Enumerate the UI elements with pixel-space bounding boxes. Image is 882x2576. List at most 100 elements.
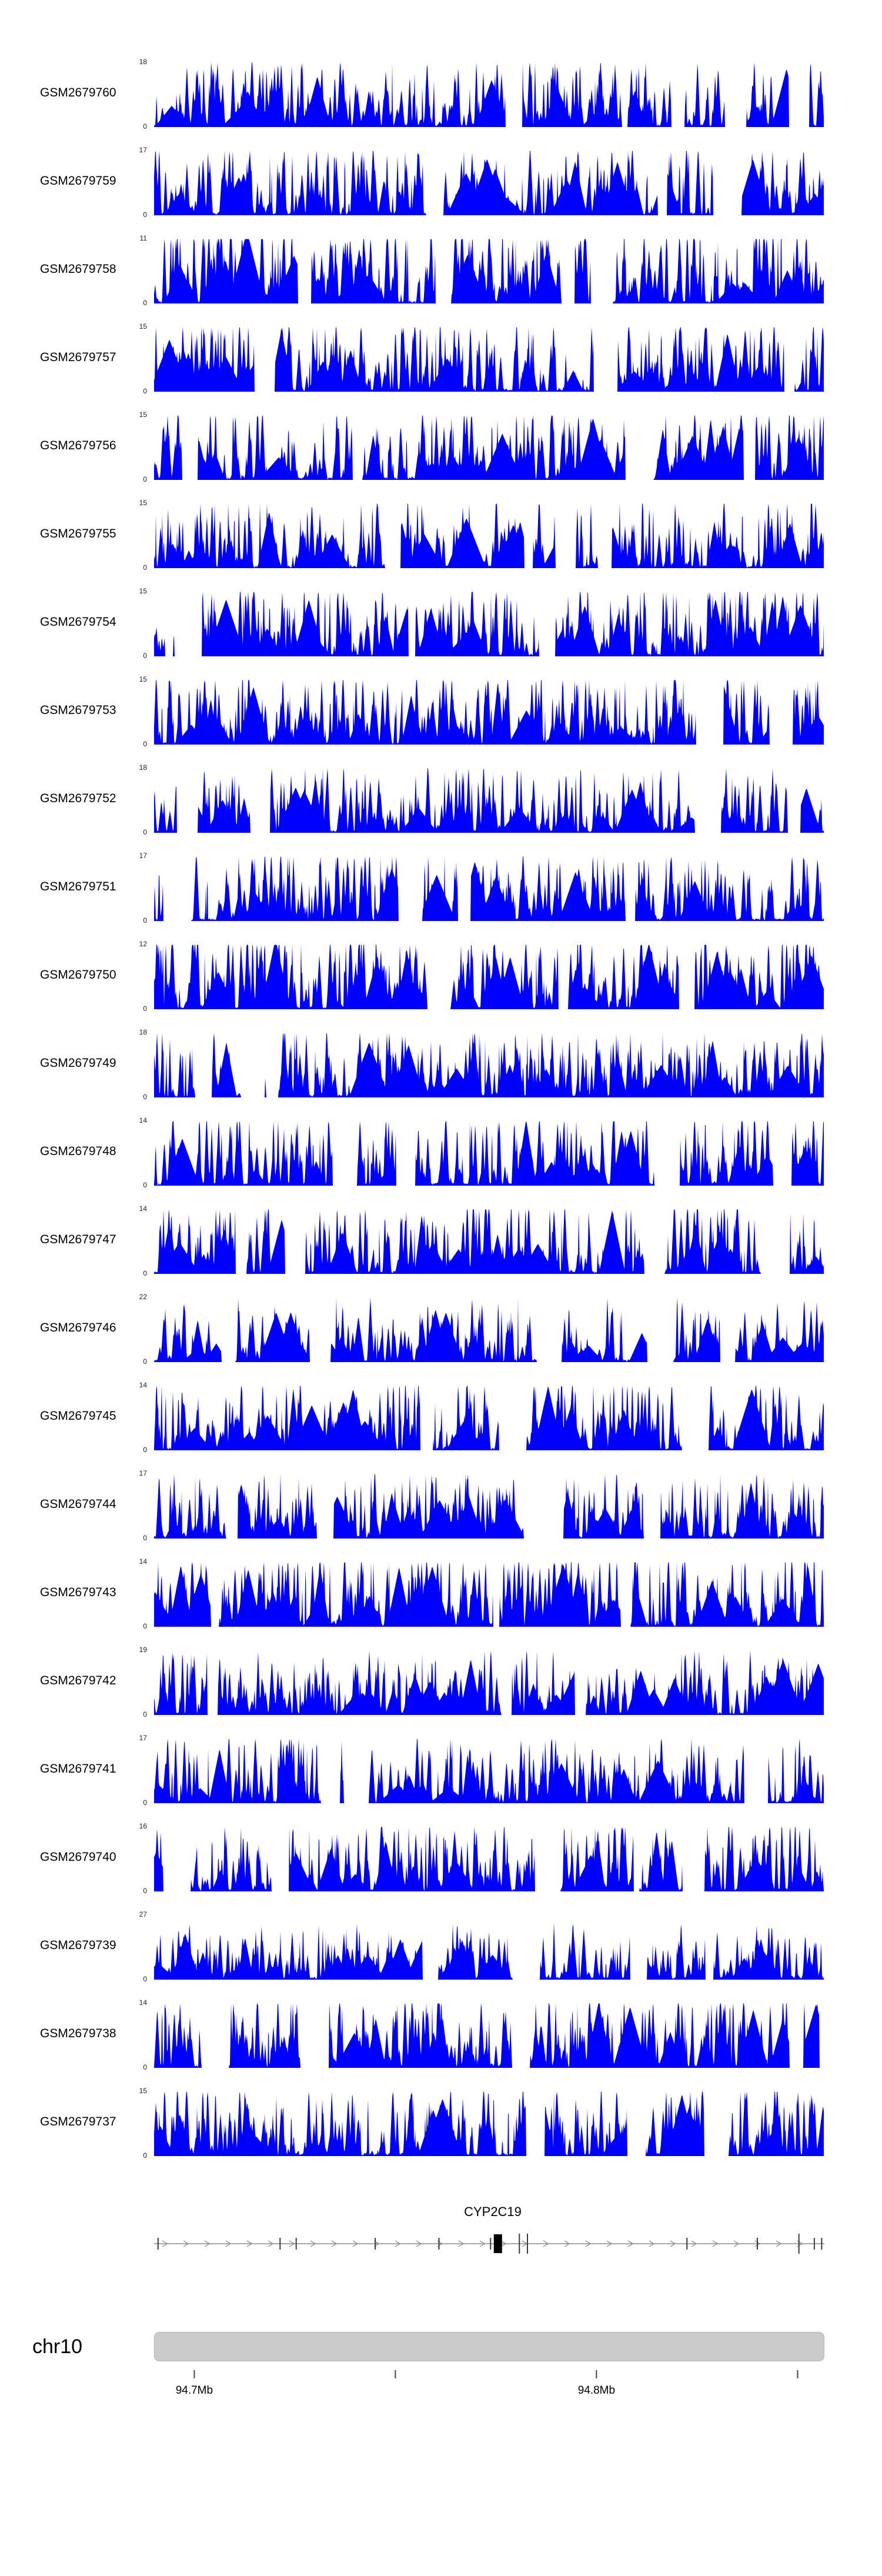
track-ymin-label: 0: [143, 563, 147, 572]
track-ymin-label: 0: [143, 1269, 147, 1277]
track-ymax-label: 17: [139, 1734, 147, 1742]
strand-arrow-icon: [183, 2240, 189, 2247]
track-ymax-label: 15: [139, 2087, 147, 2095]
track-ymax-label: 15: [139, 587, 147, 595]
coverage-track-row: GSM2679744 17 0: [0, 1456, 882, 1544]
coverage-area: [154, 151, 824, 215]
track-sample-label: GSM2679748: [40, 1144, 116, 1158]
track-sample-label: GSM2679754: [40, 615, 116, 629]
track-ymax-label: 17: [139, 852, 147, 860]
coverage-area: [154, 239, 824, 303]
coverage-track-row: GSM2679760 18 0: [0, 45, 882, 133]
strand-arrow-icon: [500, 2240, 507, 2247]
coverage-track-row: GSM2679754 15 0: [0, 574, 882, 662]
coverage-track-row: GSM2679759 17 0: [0, 133, 882, 221]
strand-arrow-icon: [543, 2240, 549, 2247]
coverage-track-row: GSM2679747 14 0: [0, 1192, 882, 1280]
track-ymin-label: 0: [143, 2063, 147, 2071]
coverage-area: [154, 1562, 824, 1627]
coverage-area: [154, 327, 824, 392]
track-sample-label: GSM2679743: [40, 1586, 116, 1599]
strand-arrow-icon: [754, 2240, 761, 2247]
coverage-track-row: GSM2679741 17 0: [0, 1721, 882, 1809]
track-ymin-label: 0: [143, 387, 147, 395]
axis-tick-label: 94.8Mb: [577, 2384, 616, 2397]
track-ymax-label: 19: [139, 1646, 147, 1654]
axis-tick-label: 94.7Mb: [175, 2384, 213, 2397]
track-ymax-label: 22: [139, 1293, 147, 1301]
track-ymax-label: 15: [139, 675, 147, 683]
track-sample-label: GSM2679758: [40, 262, 116, 276]
strand-arrow-icon: [246, 2240, 253, 2247]
track-ymax-label: 14: [139, 1381, 147, 1389]
coverage-area: [154, 1386, 824, 1450]
track-sample-label: GSM2679749: [40, 1056, 116, 1070]
coverage-signal-plot: [154, 680, 824, 745]
track-ymax-label: 17: [139, 146, 147, 154]
coverage-area: [154, 1121, 824, 1186]
coverage-signal-plot: [154, 1386, 824, 1450]
strand-arrow-icon: [458, 2240, 465, 2247]
coverage-track-row: GSM2679742 19 0: [0, 1633, 882, 1721]
track-sample-label: GSM2679752: [40, 792, 116, 805]
coverage-track-row: GSM2679753 15 0: [0, 662, 882, 750]
coverage-signal-plot: [154, 1650, 824, 1715]
coverage-signal-plot: [154, 1923, 824, 1980]
coverage-signal-plot: [154, 592, 824, 656]
strand-arrow-icon: [606, 2240, 613, 2247]
strand-arrow-icon: [204, 2240, 211, 2247]
track-ymin-label: 0: [143, 916, 147, 925]
track-ymax-label: 14: [139, 1204, 147, 1213]
coverage-area: [154, 1650, 824, 1715]
chromosome-label: chr10: [32, 2335, 83, 2358]
track-ymin-label: 0: [143, 652, 147, 660]
strand-arrow-icon: [649, 2240, 655, 2247]
track-sample-label: GSM2679744: [40, 1497, 116, 1511]
coverage-area: [154, 503, 824, 568]
strand-arrow-icon: [352, 2240, 359, 2247]
coverage-signal-plot: [154, 1033, 824, 1097]
track-ymax-label: 14: [139, 1557, 147, 1566]
coverage-track-row: GSM2679750 12 0: [0, 927, 882, 1015]
track-sample-label: GSM2679753: [40, 703, 116, 717]
strand-arrow-icon: [733, 2240, 740, 2247]
track-sample-label: GSM2679746: [40, 1321, 116, 1334]
coverage-signal-plot: [154, 415, 824, 480]
coverage-area: [154, 1474, 824, 1539]
track-sample-label: GSM2679738: [40, 2027, 116, 2040]
coverage-signal-plot: [154, 1209, 824, 1274]
track-sample-label: GSM2679739: [40, 1938, 116, 1952]
coverage-track-row: GSM2679738 14 0: [0, 1986, 882, 2074]
coverage-track-row: GSM2679743 14 0: [0, 1544, 882, 1633]
coverage-signal-plot: [154, 1121, 824, 1186]
coverage-track-row: GSM2679758 11 0: [0, 221, 882, 309]
track-ymax-label: 12: [139, 940, 147, 948]
coverage-area: [154, 62, 824, 127]
track-ymin-label: 0: [143, 740, 147, 748]
coverage-area: [154, 1297, 824, 1362]
track-ymax-label: 27: [139, 1910, 147, 1918]
coverage-area: [154, 1033, 824, 1097]
coverage-track-row: GSM2679737 15 0: [0, 2074, 882, 2162]
coverage-track-row: GSM2679755 15 0: [0, 486, 882, 574]
track-ymin-label: 0: [143, 1798, 147, 1807]
strand-arrow-icon: [691, 2240, 697, 2247]
track-ymax-label: 18: [139, 1028, 147, 1036]
track-ymax-label: 14: [139, 1998, 147, 2007]
coverage-signal-plot: [154, 62, 824, 127]
track-sample-label: GSM2679760: [40, 86, 116, 99]
strand-arrow-icon: [310, 2240, 316, 2247]
track-sample-label: GSM2679747: [40, 1233, 116, 1246]
coverage-track-row: GSM2679756 15 0: [0, 398, 882, 486]
track-ymax-label: 18: [139, 763, 147, 772]
gene-name-label: CYP2C19: [464, 2204, 522, 2219]
track-ymin-label: 0: [143, 1357, 147, 1366]
track-ymin-label: 0: [143, 1181, 147, 1189]
strand-arrow-icon: [395, 2240, 401, 2247]
coverage-area: [154, 680, 824, 745]
coverage-signal-plot: [154, 503, 824, 568]
strand-arrow-icon: [585, 2240, 592, 2247]
track-ymin-label: 0: [143, 1446, 147, 1454]
track-sample-label: GSM2679745: [40, 1409, 116, 1423]
